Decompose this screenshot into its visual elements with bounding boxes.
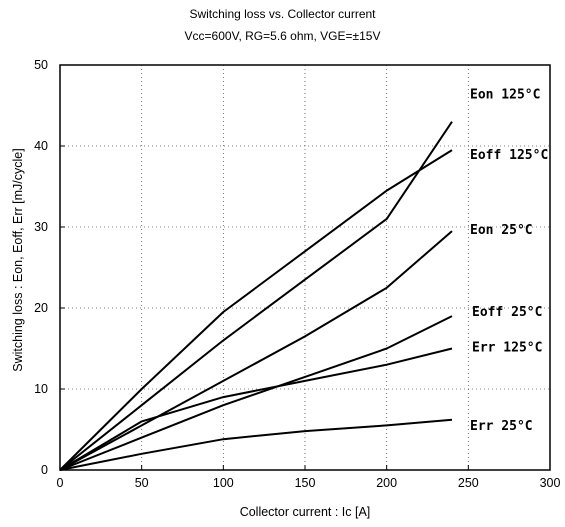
y-tick-label: 50 [34,58,48,72]
x-tick-label: 200 [376,476,397,490]
series-line [59,418,453,471]
series-label: Err 125°C [472,341,542,356]
series-line [59,121,453,471]
x-tick-label: 0 [57,476,64,490]
series-line [59,315,453,471]
series-label: Eoff 25°C [472,305,542,320]
x-tick-label: 50 [135,476,149,490]
series-line [59,230,453,471]
y-tick-label: 40 [34,139,48,153]
series-label: Err 25°C [470,419,533,434]
series-label: Eon 25°C [470,223,533,238]
series-label: Eoff 125°C [470,148,548,163]
series-label: Eon 125°C [470,88,540,103]
chart-title: Switching loss vs. Collector current [189,7,376,21]
series-line [59,149,453,471]
chart-subtitle: Vcc=600V, RG=5.6 ohm, VGE=±15V [184,29,381,43]
y-tick-label: 0 [41,463,48,477]
y-tick-label: 10 [34,382,48,396]
y-tick-label: 20 [34,301,48,315]
x-tick-label: 250 [458,476,479,490]
x-tick-label: 100 [213,476,234,490]
series-line [59,347,453,471]
y-tick-label: 30 [34,220,48,234]
x-tick-label: 300 [540,476,561,490]
x-tick-label: 150 [295,476,316,490]
x-axis-label: Collector current : Ic [A] [239,505,371,519]
